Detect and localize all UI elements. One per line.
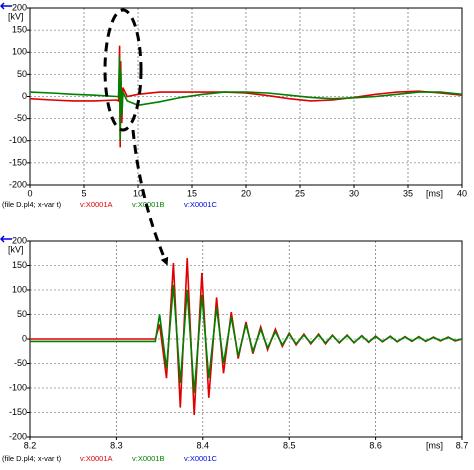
y-tick-label: -150 [9, 157, 27, 167]
x-tick-label: 15 [187, 188, 197, 198]
series-line [29, 45, 463, 148]
x-tick-label: 8.5 [283, 440, 296, 450]
legend-title: (file D.pl4; x-var t) [2, 454, 62, 463]
plot-frame [29, 7, 463, 186]
y-tick-label: 100 [12, 284, 27, 294]
y-tick-label: 200 [12, 2, 27, 12]
x-tick-label: 20 [241, 188, 251, 198]
series-line [30, 258, 463, 415]
y-tick-label: -150 [9, 407, 27, 417]
y-tick-label: -50 [14, 358, 27, 368]
legend-entry: v:X0001C [184, 454, 218, 463]
y-tick-label: 200 [12, 235, 27, 245]
highlight-ellipse [103, 8, 143, 132]
legend-entry: v:X0001A [80, 454, 113, 463]
series-line [29, 56, 463, 141]
legend-entry: v:X0001B [132, 200, 165, 209]
x-tick-label: 10 [133, 188, 143, 198]
y-unit: [kV] [8, 244, 24, 254]
y-tick-label: 0 [22, 333, 27, 343]
y-tick-label: 150 [12, 260, 27, 270]
x-tick-label: 25 [295, 188, 305, 198]
legend-entry: v:X0001A [80, 200, 113, 209]
y-tick-label: -200 [9, 179, 27, 189]
y-tick-label: 50 [17, 69, 27, 79]
x-unit: [ms] [426, 188, 443, 198]
annotation-arrow [131, 129, 169, 266]
y-tick-label: -100 [9, 135, 27, 145]
x-tick-label: 5 [81, 188, 86, 198]
legend-entry: v:X0001C [184, 200, 218, 209]
x-tick-label: 35 [403, 188, 413, 198]
axis-arrow [0, 2, 12, 10]
y-unit: [kV] [8, 11, 24, 21]
y-tick-label: -200 [9, 431, 27, 441]
x-tick-label: 8.6 [369, 440, 382, 450]
x-tick-label: 8.7 [456, 440, 469, 450]
legend-entry: v:X0001B [132, 454, 165, 463]
series-line [30, 285, 463, 393]
x-unit: [ms] [426, 440, 443, 450]
legend-title: (file D.pl4; x-var t) [2, 200, 62, 209]
x-tick-label: 8.3 [110, 440, 123, 450]
y-tick-label: 100 [12, 47, 27, 57]
x-tick-label: 0 [27, 188, 32, 198]
y-tick-label: 50 [17, 309, 27, 319]
x-tick-label: 8.4 [197, 440, 210, 450]
x-tick-label: 30 [349, 188, 359, 198]
y-tick-label: -100 [9, 382, 27, 392]
x-tick-label: 8.2 [24, 440, 37, 450]
y-tick-label: 150 [12, 25, 27, 35]
axis-arrow [0, 235, 12, 243]
x-tick-label: 40 [457, 188, 467, 198]
y-tick-label: 0 [22, 91, 27, 101]
y-tick-label: -50 [14, 113, 27, 123]
